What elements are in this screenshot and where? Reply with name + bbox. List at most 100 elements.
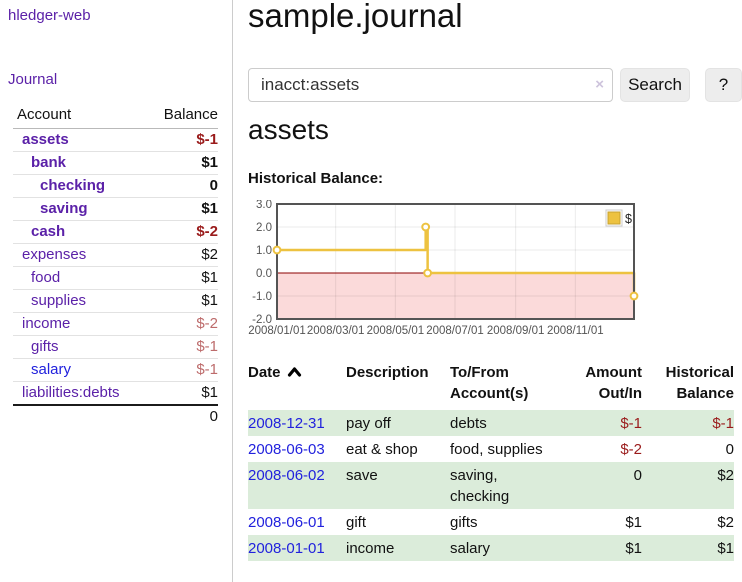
transaction-date-link[interactable]: 2008-06-01: [248, 514, 325, 531]
date-cell: 2008-12-31: [248, 410, 346, 436]
accounts-total-value: 0: [145, 404, 218, 428]
transaction-date-link[interactable]: 2008-01-01: [248, 540, 325, 557]
account-balance: $1: [145, 151, 218, 175]
account-balance: $-1: [145, 358, 218, 382]
balance-cell: $-1: [712, 415, 734, 432]
account-link-cash[interactable]: cash: [31, 223, 66, 240]
accounts-header-row: Account Balance: [13, 104, 218, 129]
balance-cell: $1: [717, 540, 734, 557]
svg-text:-1.0: -1.0: [252, 291, 272, 303]
app-title-link[interactable]: hledger-web: [8, 7, 91, 24]
account-name-cell: assets: [13, 128, 146, 152]
account-link-expenses[interactable]: expenses: [22, 246, 87, 263]
amount-cell: $1: [625, 514, 642, 531]
register-row: 2008-06-02 save saving, checking 0 $2: [248, 462, 734, 509]
account-balance: $1: [145, 197, 218, 221]
amount-cell: $-1: [620, 415, 642, 432]
accounts-header-account: Account: [13, 104, 146, 129]
register-row: 2008-06-01 gift gifts $1 $2: [248, 509, 734, 535]
account-name-cell: checking: [13, 174, 146, 198]
date-cell: 2008-06-02: [248, 462, 346, 509]
register-header-date[interactable]: Date: [248, 362, 346, 410]
historical-balance-chart: 3.0 2.0 1.0 0.0 -1.0 -2.0 2008/01/01 2008/03/01…: [248, 199, 643, 342]
clear-search-icon[interactable]: ×: [595, 76, 604, 93]
description-cell: gift: [346, 514, 367, 531]
balance-cell: $2: [717, 467, 734, 484]
transaction-date-link[interactable]: 2008-12-31: [248, 415, 325, 432]
account-link-gifts[interactable]: gifts: [31, 338, 59, 355]
accounts-total-spacer: [13, 404, 146, 428]
account-link-income[interactable]: income: [22, 315, 71, 332]
svg-text:-2.0: -2.0: [252, 314, 272, 326]
amount-cell: $1: [625, 540, 642, 557]
svg-text:3.0: 3.0: [256, 200, 272, 211]
tofrom-accounts-cell: gifts: [450, 514, 478, 531]
account-link-supplies[interactable]: supplies: [31, 292, 87, 309]
account-balance: $-2: [145, 312, 218, 336]
account-balance: $-1: [145, 335, 218, 359]
account-row: expenses $2: [13, 243, 218, 267]
svg-text:2008/09/01: 2008/09/01: [487, 325, 545, 337]
description-cell: income: [346, 540, 395, 557]
register-header-row: Date Description To/From Account(s) Amou…: [248, 362, 734, 410]
register-table: Date Description To/From Account(s) Amou…: [248, 362, 734, 561]
account-balance: $1: [145, 289, 218, 313]
account-link-assets[interactable]: assets: [22, 131, 69, 148]
account-row: food $1: [13, 266, 218, 290]
chart-title: Historical Balance:: [248, 170, 384, 187]
sidebar-item-journal[interactable]: Journal: [8, 71, 58, 88]
svg-text:1.0: 1.0: [256, 245, 272, 257]
account-row: salary $-1: [13, 358, 218, 382]
account-row: bank $1: [13, 151, 218, 175]
date-cell: 2008-06-01: [248, 509, 346, 535]
accounts-balance-table: Account Balance assets $-1 bank $1 checking 0…: [13, 104, 218, 428]
account-link-saving[interactable]: saving: [40, 200, 88, 217]
search-button[interactable]: Search: [620, 68, 690, 102]
tofrom-accounts-cell: salary: [450, 540, 491, 557]
date-cell: 2008-01-01: [248, 535, 346, 561]
account-balance: $-2: [145, 220, 218, 244]
page-title: sample.journal: [248, 0, 463, 34]
register-header-date-label: Date: [248, 364, 281, 381]
account-link-food[interactable]: food: [31, 269, 61, 286]
svg-text:2008/05/01: 2008/05/01: [367, 325, 425, 337]
account-balance: $1: [201, 384, 218, 401]
transaction-date-link[interactable]: 2008-06-03: [248, 441, 325, 458]
balance-cell: 0: [725, 441, 734, 458]
description-cell: save: [346, 467, 378, 484]
register-header-amount: Amount Out/In: [585, 364, 642, 402]
register-row: 2008-06-03 eat & shop food, supplies $-2 0: [248, 436, 734, 462]
account-name-cell: salary: [13, 358, 146, 382]
account-row: assets $-1: [13, 128, 218, 152]
search-box: ×: [248, 68, 613, 102]
account-link-bank[interactable]: bank: [31, 154, 67, 171]
account-name-cell: income: [13, 312, 146, 336]
accounts-header-balance: Balance: [145, 104, 218, 129]
account-row: cash $-2: [13, 220, 218, 244]
main-content: sample.journal × Search ? assets Histori…: [233, 0, 742, 582]
register-header-description: Description: [346, 364, 429, 381]
account-balance: $1: [145, 266, 218, 290]
svg-text:$: $: [625, 212, 632, 226]
search-form: × Search ?: [248, 68, 742, 102]
account-link-liabilities-debts[interactable]: liabilities:debts: [22, 384, 120, 401]
transaction-date-link[interactable]: 2008-06-02: [248, 467, 325, 484]
account-link-checking[interactable]: checking: [40, 177, 106, 194]
account-name-cell: bank: [13, 151, 146, 175]
amount-cell: 0: [633, 467, 642, 484]
tofrom-accounts-cell: debts: [450, 415, 487, 432]
account-link-salary[interactable]: salary: [31, 361, 72, 378]
description-cell: eat & shop: [346, 441, 418, 458]
svg-text:2.0: 2.0: [256, 222, 272, 234]
help-button[interactable]: ?: [705, 68, 742, 102]
search-input[interactable]: [248, 68, 613, 102]
account-row: saving $1: [13, 197, 218, 221]
svg-text:2008/03/01: 2008/03/01: [307, 325, 365, 337]
account-name-cell: gifts: [13, 335, 146, 359]
account-row: income $-2: [13, 312, 218, 336]
sort-ascending-icon: [287, 367, 301, 377]
register-row: 2008-01-01 income salary $1 $1: [248, 535, 734, 561]
account-name-cell: food: [13, 266, 146, 290]
amount-cell: $-2: [620, 441, 642, 458]
svg-text:2008/01/01: 2008/01/01: [248, 325, 306, 337]
